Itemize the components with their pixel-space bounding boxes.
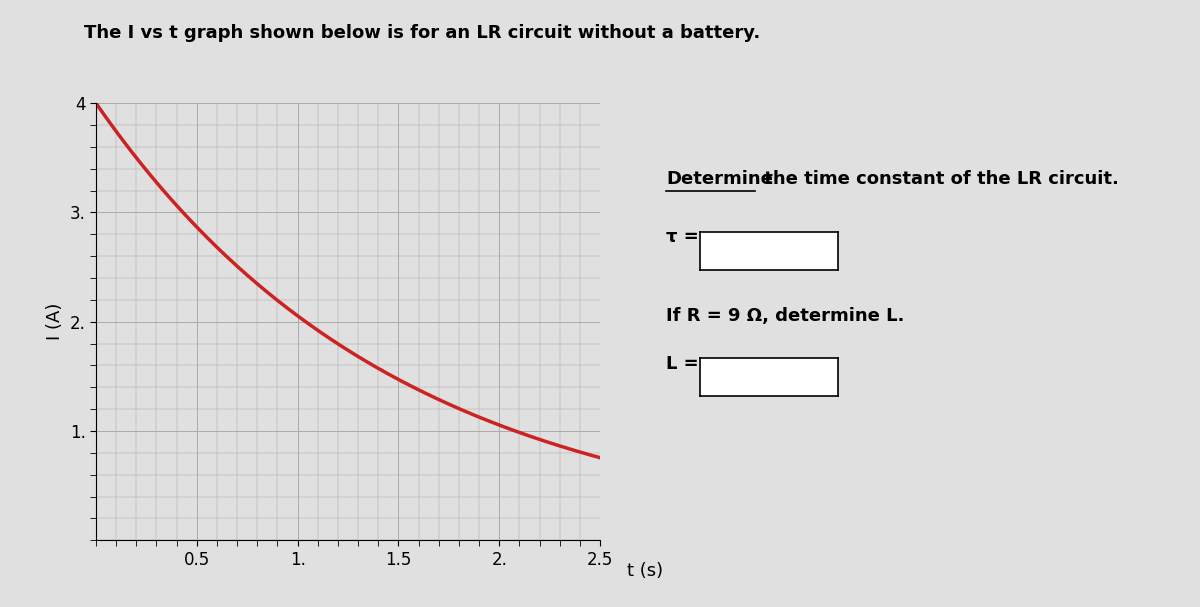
Y-axis label: I (A): I (A) <box>46 303 64 341</box>
Text: If R = 9 Ω, determine L.: If R = 9 Ω, determine L. <box>666 307 905 325</box>
Text: the time constant of the LR circuit.: the time constant of the LR circuit. <box>758 170 1120 188</box>
Text: L =: L = <box>666 355 698 373</box>
Text: Determine: Determine <box>666 170 773 188</box>
Text: The I vs t graph shown below is for an LR circuit without a battery.: The I vs t graph shown below is for an L… <box>84 24 761 42</box>
Text: τ =: τ = <box>666 228 698 246</box>
X-axis label: t (s): t (s) <box>628 562 664 580</box>
